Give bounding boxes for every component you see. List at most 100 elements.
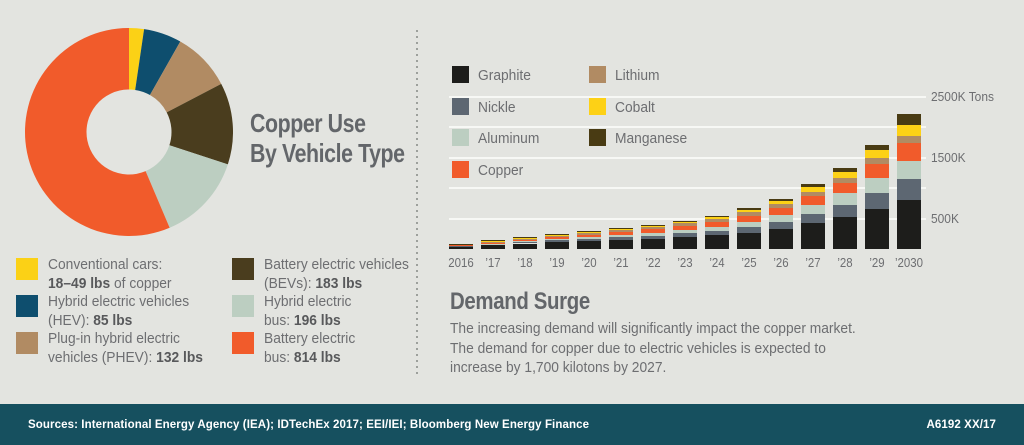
- bar-20-nickle: [577, 238, 601, 242]
- legend-text-segment: vehicles (PHEV):: [48, 348, 157, 366]
- bar-24-manganese: [705, 215, 729, 217]
- bar-20-lithium: [577, 232, 601, 235]
- demand-surge-body: The increasing demand will significantly…: [450, 319, 1010, 378]
- legend-text-segment: 183 lbs: [315, 274, 363, 292]
- bar-26-cobalt: [769, 201, 793, 205]
- y-axis-label-1500k: 1500K: [931, 149, 966, 165]
- bar-25-manganese: [737, 208, 761, 211]
- legend-swatch: [16, 258, 38, 280]
- bar-26-manganese: [769, 198, 793, 202]
- bar-2016-graphite: [449, 246, 473, 249]
- bar-26-copper: [769, 208, 793, 216]
- legend-label: Lithium: [615, 67, 660, 84]
- legend-text-segment: (HEV):: [48, 311, 94, 329]
- legend-label: Nickle: [478, 98, 516, 116]
- bar-20-graphite: [577, 241, 601, 249]
- bar-29-cobalt: [865, 150, 889, 159]
- bar-27-cobalt: [801, 187, 825, 192]
- bar-17-graphite: [481, 245, 505, 249]
- legend-swatch: [452, 97, 469, 115]
- legend-text-segment: Conventional cars:: [48, 256, 163, 273]
- bar-23-lithium: [673, 223, 697, 226]
- gridline-500k: [449, 217, 926, 220]
- bar-20-copper: [577, 234, 601, 238]
- bar-19-copper: [545, 237, 569, 240]
- bar-26-aluminum: [769, 215, 793, 222]
- bar-23-nickle: [673, 233, 697, 238]
- demand-body-line-1: The increasing demand will significantly…: [450, 320, 856, 337]
- legend-swatch: [232, 332, 254, 354]
- donut-slice-hybrid-electric-bus: [145, 145, 228, 228]
- bar-2030-cobalt: [897, 125, 921, 137]
- legend-text-segment: 85 lbs: [93, 311, 133, 329]
- x-axis-label-28: ’28: [837, 255, 853, 270]
- x-axis-label-19: ’19: [549, 255, 565, 270]
- bar-29-manganese: [865, 145, 889, 151]
- bar-2030-lithium: [897, 136, 921, 144]
- x-axis-label-2030: ’2030: [895, 255, 923, 270]
- bar-24-aluminum: [705, 226, 729, 231]
- gridline-1000k: [449, 187, 926, 189]
- footer-sources: Sources: International Energy Agency (IE…: [28, 418, 590, 431]
- x-axis-label-24: ’24: [709, 255, 725, 270]
- legend-text-segment: Hybrid electric vehicles: [48, 293, 190, 310]
- copper-use-donut-chart: [25, 28, 233, 236]
- bar-22-nickle: [641, 235, 665, 239]
- legend-label: Hybrid electric bus: 196 lbs: [264, 293, 457, 330]
- bar-18-graphite: [513, 243, 537, 249]
- bar-28-lithium: [833, 177, 857, 183]
- bar-27-nickle: [801, 213, 825, 224]
- legend-text-segment: bus:: [264, 348, 294, 366]
- x-axis-label-23: ’23: [677, 255, 693, 270]
- bar-23-cobalt: [673, 221, 697, 224]
- bar-2030-manganese: [897, 114, 921, 126]
- bar-22-manganese: [641, 224, 665, 226]
- bar-29-graphite: [865, 208, 889, 249]
- footer-bar: Sources: International Energy Agency (IE…: [0, 404, 1024, 445]
- legend-label: Battery electric bus: 814 lbs: [264, 330, 457, 367]
- legend-label: Battery electric vehicles (BEVs): 183 lbs: [264, 256, 457, 293]
- legend-label: Cobalt: [615, 98, 655, 116]
- x-axis-label-26: ’26: [773, 255, 789, 270]
- legend-label: Plug-in hybrid electric vehicles (PHEV): …: [48, 330, 241, 367]
- bar-24-graphite: [705, 235, 729, 249]
- gridline-2000k: [449, 126, 926, 128]
- legend-swatch: [452, 66, 469, 83]
- bar-21-graphite: [609, 239, 633, 249]
- legend-text-segment: 132 lbs: [156, 348, 203, 366]
- donut-title-line1: Copper Use: [250, 108, 366, 138]
- legend-swatch: [232, 258, 254, 280]
- demand-body-line-2: The demand for copper due to electric ve…: [450, 339, 826, 357]
- y-axis-label-2500k: 2500K Tons: [931, 88, 994, 104]
- bar-24-cobalt: [705, 216, 729, 219]
- legend-label: Copper: [478, 161, 524, 179]
- bar-19-graphite: [545, 242, 569, 249]
- bar-24-nickle: [705, 230, 729, 236]
- legend-text-segment: of copper: [110, 274, 172, 292]
- x-axis-label-21: ’21: [613, 255, 629, 270]
- x-axis-label-29: ’29: [869, 255, 885, 270]
- legend-text-segment: Plug-in hybrid electric: [48, 330, 180, 347]
- legend-text-segment: Battery electric: [264, 330, 356, 347]
- bar-2030-copper: [897, 143, 921, 161]
- bar-22-cobalt: [641, 225, 665, 227]
- bar-19-aluminum: [545, 239, 569, 241]
- bar-22-copper: [641, 229, 665, 234]
- bar-29-nickle: [865, 192, 889, 209]
- footer-code: A6192 XX/17: [926, 418, 996, 431]
- x-axis-label-27: ’27: [805, 255, 821, 270]
- donut-chart-title: Copper Use By Vehicle Type: [250, 108, 405, 168]
- bar-28-graphite: [833, 217, 857, 249]
- bar-28-cobalt: [833, 171, 857, 178]
- bar-2016-lithium: [449, 243, 473, 245]
- bar-26-graphite: [769, 228, 793, 249]
- bar-18-cobalt: [513, 237, 537, 239]
- bar-2030-aluminum: [897, 160, 921, 179]
- bar-21-copper: [609, 232, 633, 236]
- bar-17-lithium: [481, 241, 505, 243]
- bar-19-cobalt: [545, 234, 569, 236]
- bar-25-aluminum: [737, 221, 761, 227]
- legend-text-segment: Battery electric vehicles: [264, 256, 409, 273]
- legend-label: Aluminum: [478, 130, 540, 147]
- bar-18-nickle: [513, 242, 537, 244]
